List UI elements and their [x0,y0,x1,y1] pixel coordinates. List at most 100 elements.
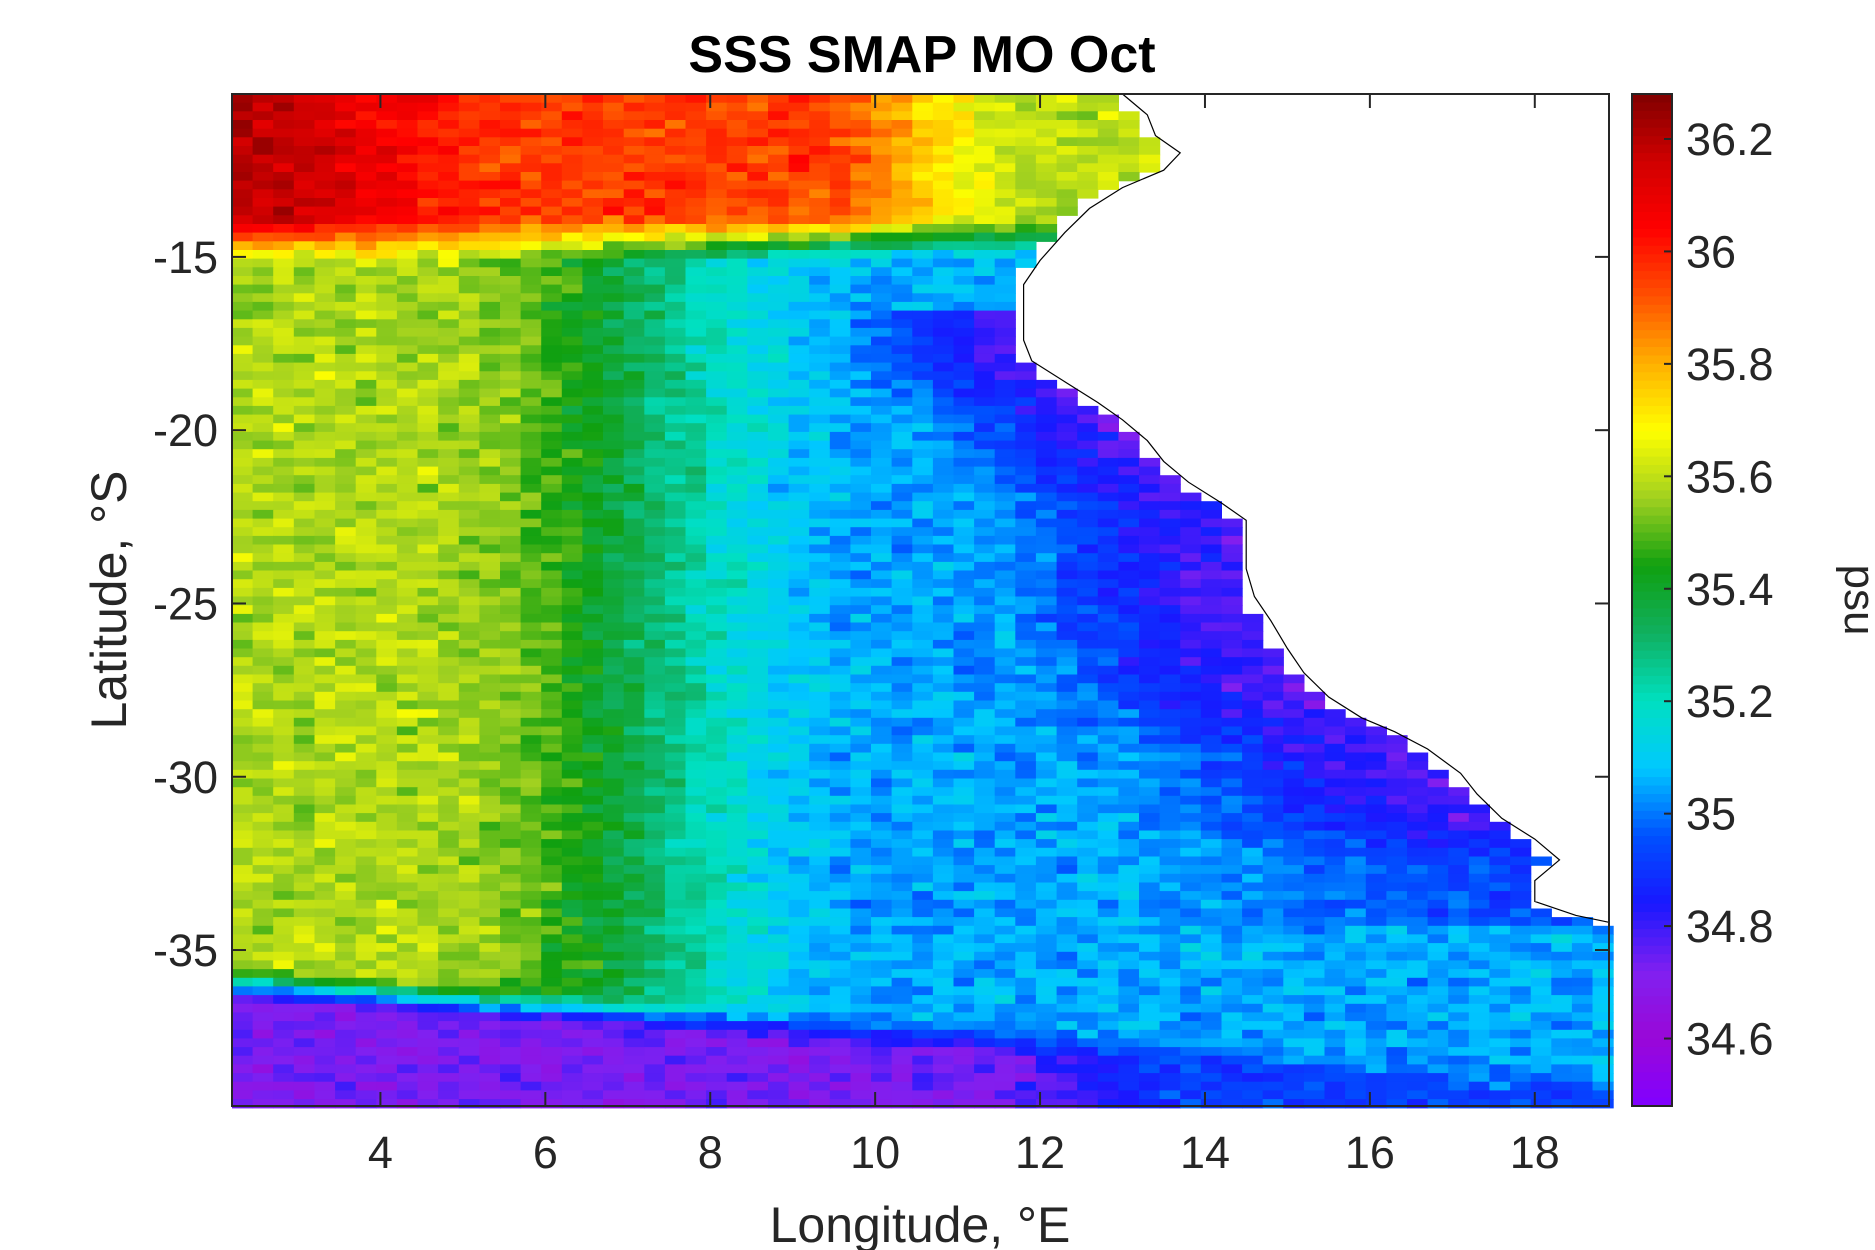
heatmap-cell [1180,613,1202,624]
heatmap-cell [438,301,460,312]
heatmap-cell [479,856,501,866]
heatmap-cell [1159,527,1181,537]
heatmap-cell [396,561,419,572]
heatmap-cell [1159,735,1181,745]
heatmap-cell [417,128,439,138]
heatmap-cell [500,397,522,407]
heatmap-cell [726,276,748,286]
heatmap-cell [232,873,254,884]
heatmap-cell [1118,813,1140,823]
heatmap-cell [355,899,377,910]
heatmap-cell [726,951,748,962]
heatmap-cell [500,934,522,944]
heatmap-cell [541,492,563,502]
heatmap-cell [644,709,666,719]
heatmap-cell [273,882,295,892]
heatmap-cell [520,960,542,970]
heatmap-cell [871,336,893,346]
heatmap-cell [706,657,728,667]
heatmap-cell [603,241,625,251]
heatmap-cell [232,544,254,554]
heatmap-cell [438,198,460,208]
heatmap-cell [829,414,851,424]
heatmap-cell [664,804,687,814]
heatmap-cell [1283,778,1305,788]
heatmap-cell [1489,917,1511,927]
heatmap-cell [623,215,645,225]
heatmap-cell [747,189,769,199]
heatmap-cell [1200,527,1222,537]
heatmap-cell [1345,752,1367,762]
heatmap-cell [788,128,810,138]
heatmap-cell [479,509,501,520]
heatmap-cell [1139,665,1161,676]
heatmap-cell [458,206,480,216]
heatmap-cell [396,891,419,901]
heatmap-cell [871,180,893,190]
heatmap-cell [335,137,357,147]
heatmap-cell [1097,492,1119,502]
heatmap-cell [1159,717,1181,728]
heatmap-cell [623,847,645,858]
heatmap-cell [994,120,1016,130]
heatmap-cell [293,691,315,702]
heatmap-cell [252,189,274,199]
heatmap-cell [809,405,831,416]
heatmap-cell [685,648,707,658]
heatmap-cell [1262,709,1284,719]
heatmap-cell [664,501,687,511]
heatmap-cell [726,388,748,398]
heatmap-cell [1077,405,1099,416]
heatmap-cell [685,622,707,632]
heatmap-cell [850,509,872,520]
heatmap-cell [644,102,666,112]
heatmap-cell [1139,925,1161,936]
heatmap-cell [850,657,872,667]
heatmap-cell [953,908,975,918]
heatmap-cell [726,908,748,918]
heatmap-cell [1035,735,1058,745]
heatmap-cell [1097,483,1119,494]
heatmap-cell [1345,917,1367,927]
heatmap-cell [623,691,645,702]
heatmap-cell [438,726,460,736]
heatmap-cell [871,319,893,329]
heatmap-cell [685,405,707,416]
heatmap-cell [582,899,604,910]
heatmap-cell [396,535,419,546]
heatmap-cell [1324,769,1346,780]
heatmap-cell [417,917,439,927]
heatmap-cell [809,293,831,303]
heatmap-cell [1035,137,1058,147]
heatmap-cell [396,665,419,676]
heatmap-cell [768,778,790,788]
heatmap-cell [458,804,480,814]
heatmap-cell [932,535,955,546]
heatmap-cell [1035,622,1058,632]
heatmap-cell [747,440,769,450]
heatmap-cell [768,839,790,849]
heatmap-cell [974,665,996,676]
heatmap-cell [829,501,851,511]
heatmap-cell [603,899,625,910]
heatmap-cell [520,241,542,251]
heatmap-cell [541,423,563,433]
heatmap-cell [561,960,583,970]
heatmap-cell [726,665,748,676]
heatmap-cell [809,709,831,719]
heatmap-cell [974,960,996,970]
heatmap-cell [1345,804,1367,814]
heatmap-cell [582,960,604,970]
heatmap-cell [912,483,934,494]
heatmap-cell [1097,873,1119,884]
heatmap-cell [1200,891,1222,901]
heatmap-cell [932,795,955,806]
heatmap-cell [1345,891,1367,901]
heatmap-cell [623,206,645,216]
heatmap-cell [293,839,315,849]
heatmap-cell [1283,891,1305,901]
heatmap-cell [912,224,934,234]
heatmap-cell [1015,665,1037,676]
heatmap-cell [994,821,1016,832]
heatmap-cell [788,787,810,797]
